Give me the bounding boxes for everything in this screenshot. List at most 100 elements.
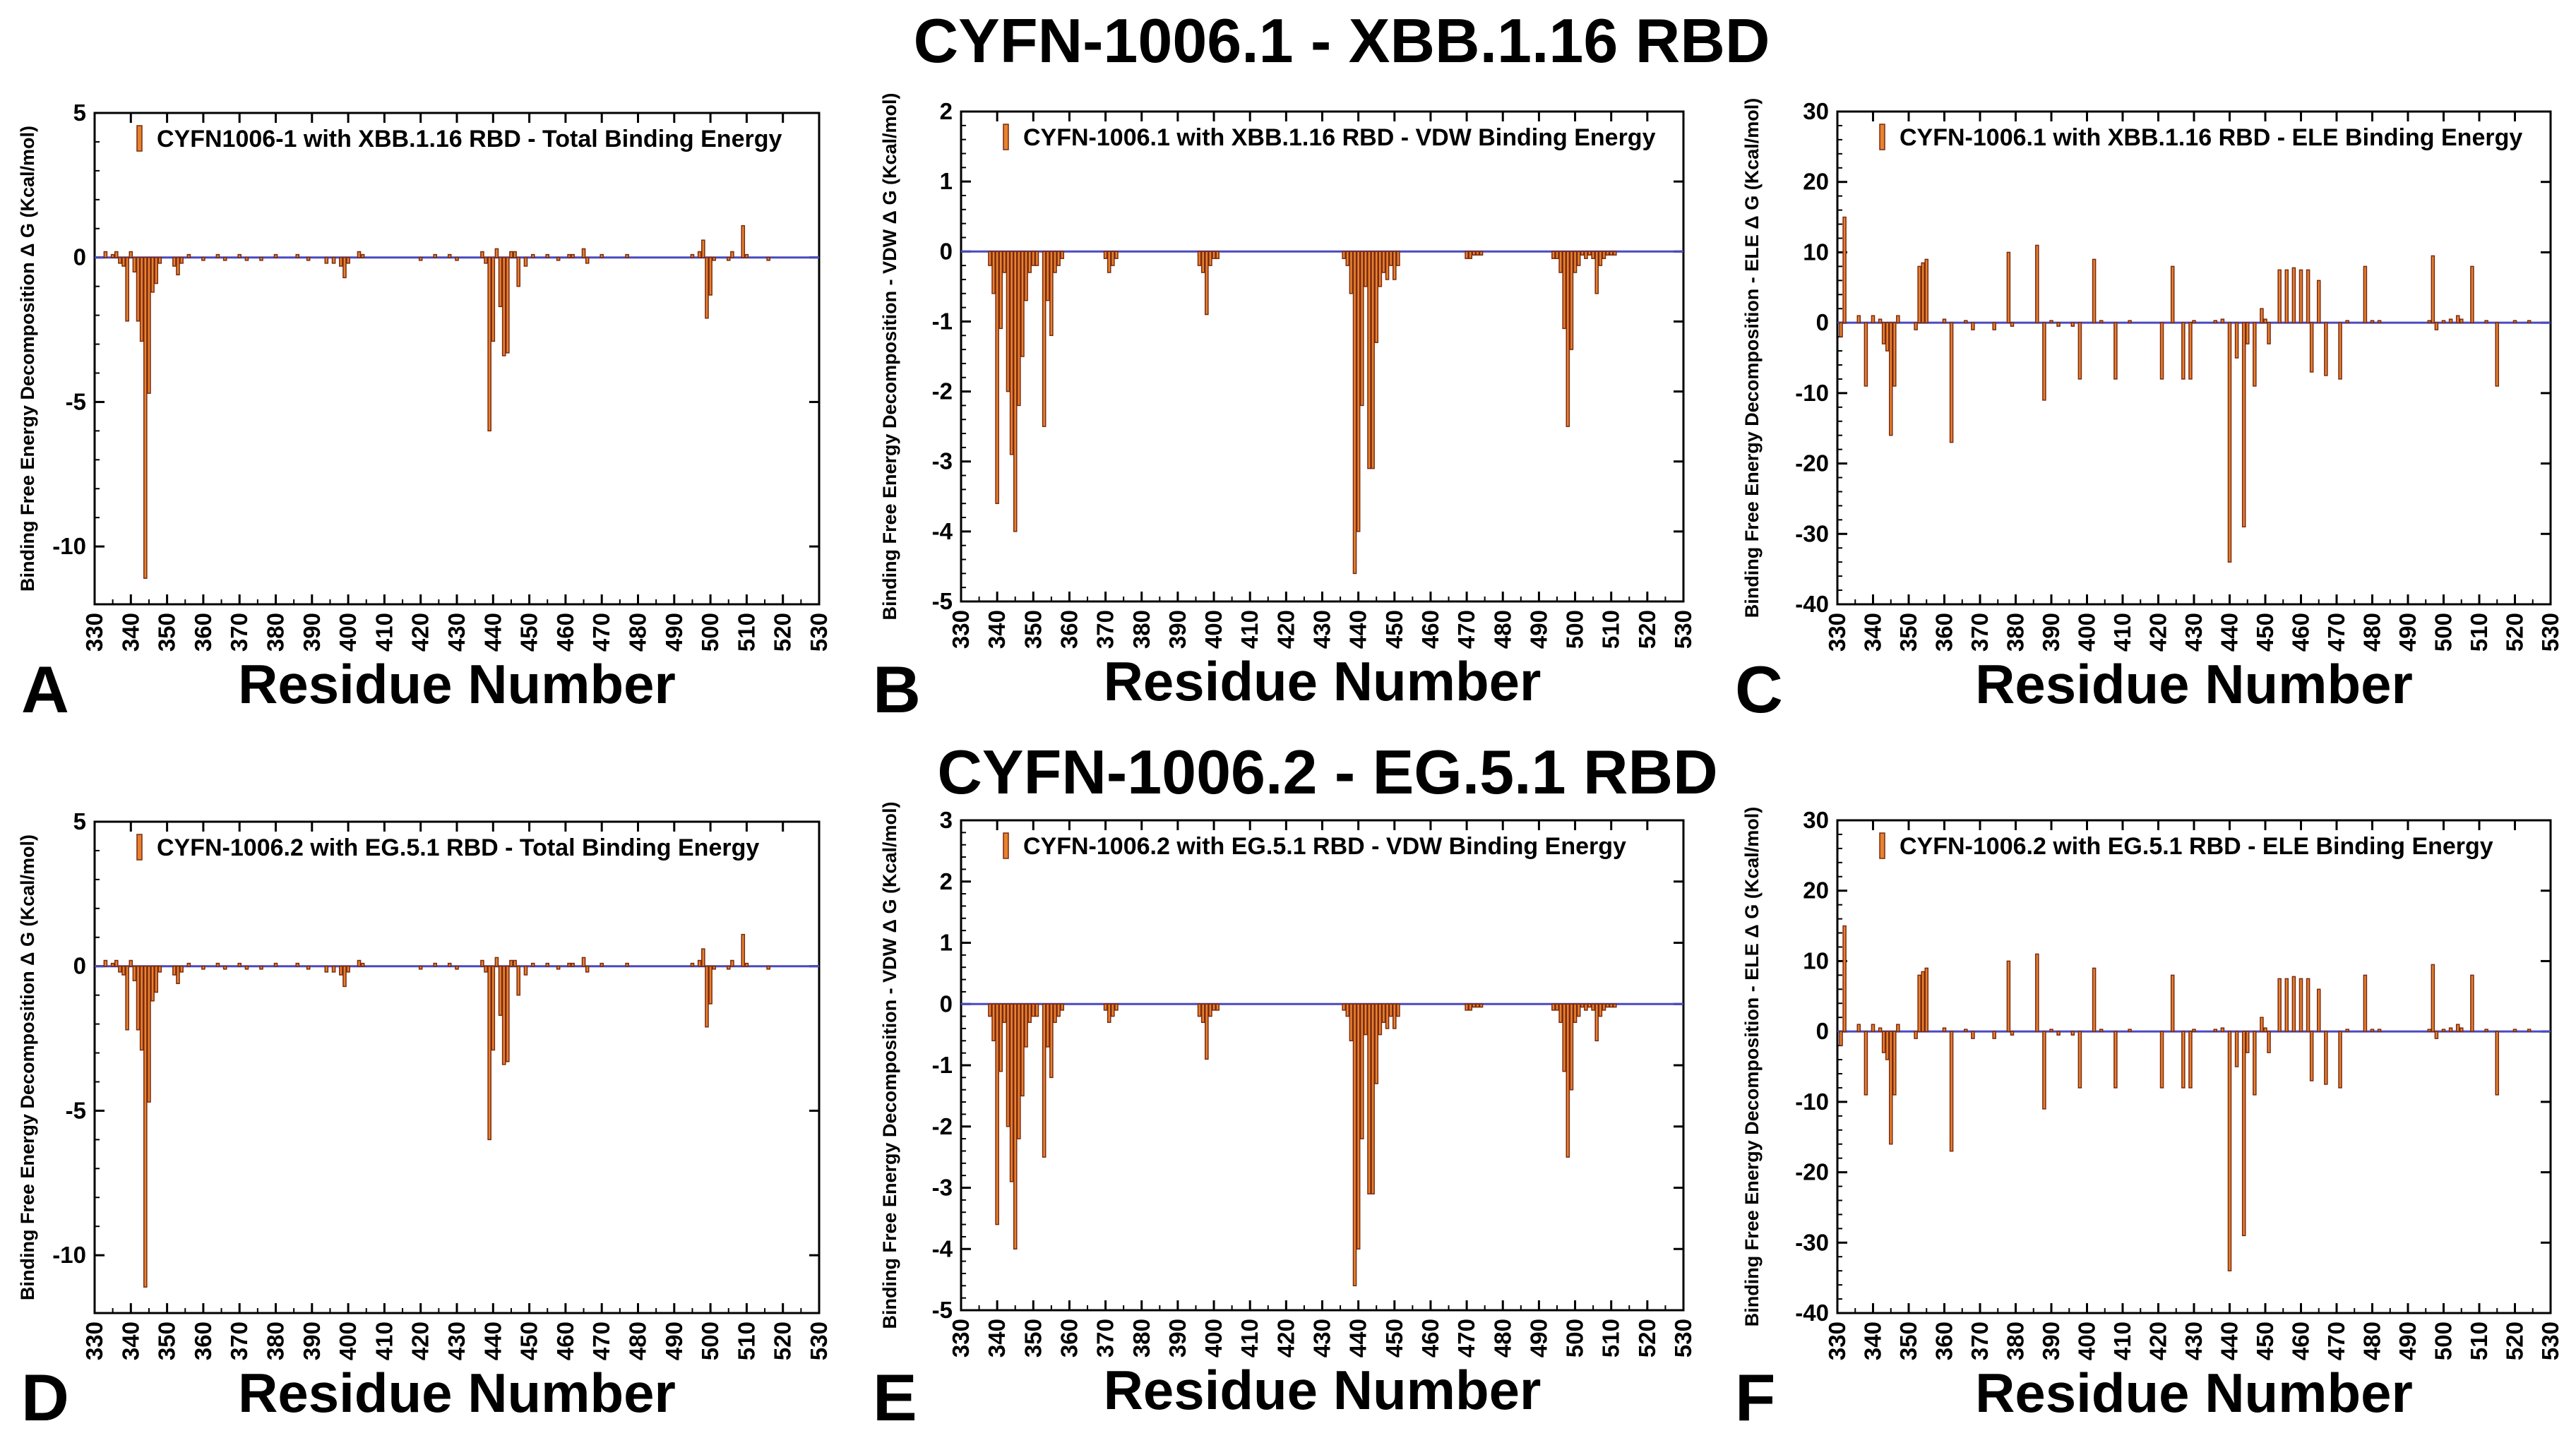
x-axis-label: Residue Number (1975, 1362, 2413, 1424)
bar-b-res-471 (1468, 251, 1473, 259)
bar-b-res-353 (1042, 251, 1046, 427)
bar-c-res-378 (2006, 251, 2011, 323)
bar-d-res-441 (494, 957, 499, 967)
bar-b-res-499 (1569, 251, 1574, 350)
x-tick-label: 330 (81, 613, 107, 652)
x-tick-label: 480 (1489, 610, 1515, 649)
bar-c-res-336 (1856, 315, 1861, 323)
y-tick-label: 30 (1803, 807, 1829, 833)
bar-e-res-496 (1558, 1003, 1563, 1024)
y-tick-label: -5 (66, 1097, 86, 1123)
bar-d-res-428 (447, 962, 452, 967)
bar-a-res-376 (259, 256, 263, 261)
x-tick-label: 410 (2109, 1322, 2135, 1360)
bar-f-res-524 (2527, 1029, 2532, 1032)
bar-d-res-505 (726, 965, 731, 970)
bar-d-res-396 (331, 965, 336, 973)
bar-f-res-340 (1871, 1024, 1876, 1032)
x-tick-label: 390 (299, 1322, 325, 1360)
bar-f-res-458 (2291, 976, 2296, 1032)
bar-f-res-430 (2192, 1029, 2196, 1032)
bar-f-res-332 (1842, 925, 1847, 1032)
bar-e-res-507 (1598, 1003, 1603, 1017)
bar-c-res-505 (2459, 318, 2464, 323)
x-tick-label: 390 (2038, 1322, 2064, 1360)
x-tick-label: 350 (1895, 1322, 1921, 1360)
y-tick-label: 5 (73, 100, 86, 126)
bar-f-res-346 (1892, 1031, 1897, 1096)
bar-c-res-355 (1924, 258, 1929, 323)
x-tick-label: 330 (948, 1319, 974, 1358)
bar-d-res-337 (118, 965, 122, 973)
bar-b-res-349 (1027, 251, 1032, 273)
bar-d-res-424 (433, 962, 438, 967)
bar-f-res-502 (2448, 1027, 2453, 1032)
bar-c-res-473 (2345, 320, 2349, 323)
bar-f-res-386 (2035, 953, 2039, 1032)
bar-c-res-343 (1881, 322, 1886, 344)
bar-a-res-333 (103, 251, 108, 258)
bar-d-res-345 (147, 965, 151, 1103)
bar-e-res-399 (1208, 1003, 1212, 1017)
x-tick-label: 440 (479, 1322, 506, 1360)
bar-c-res-362 (1949, 322, 1954, 443)
bar-c-res-353 (1917, 265, 1921, 323)
x-tick-label: 530 (1670, 1319, 1696, 1358)
bar-e-res-473 (1475, 1003, 1480, 1008)
bar-a-res-477 (625, 253, 629, 258)
y-tick-label: 5 (73, 808, 86, 834)
y-tick-label: -5 (66, 388, 86, 414)
x-tick-label: 400 (335, 613, 361, 652)
bar-e-res-340 (995, 1003, 999, 1226)
bar-e-res-499 (1569, 1003, 1574, 1091)
legend-label: CYFN-1006.2 with EG.5.1 RBD - ELE Bindin… (1900, 833, 2493, 860)
bar-a-res-447 (516, 256, 521, 287)
y-tick-label: -1 (932, 1052, 953, 1078)
bar-d-res-439 (487, 965, 491, 1141)
x-tick-label: 470 (588, 1322, 614, 1360)
bar-c-res-338 (1864, 322, 1868, 387)
bar-f-res-440 (2227, 1031, 2232, 1271)
bar-b-res-470 (1465, 251, 1469, 259)
bar-b-res-498 (1566, 251, 1570, 427)
legend-label: CYFN-1006.2 with EG.5.1 RBD - Total Bind… (157, 834, 759, 861)
bar-b-res-347 (1020, 251, 1025, 357)
bar-a-res-345 (147, 256, 151, 394)
bar-e-res-338 (988, 1003, 992, 1017)
bar-b-res-340 (995, 251, 999, 504)
bar-e-res-346 (1017, 1003, 1021, 1139)
bar-e-res-451 (1396, 1003, 1400, 1017)
x-tick-label: 410 (2109, 613, 2135, 652)
x-tick-label: 530 (2537, 613, 2563, 652)
bar-a-res-445 (509, 251, 513, 258)
bar-c-res-436 (2213, 320, 2218, 323)
bar-c-res-515 (2495, 322, 2500, 387)
bar-e-res-348 (1024, 1003, 1028, 1048)
bar-c-res-456 (2284, 269, 2289, 323)
bar-f-res-505 (2459, 1027, 2464, 1032)
bar-c-res-379 (2010, 322, 2015, 327)
x-tick-label: 520 (2502, 613, 2528, 652)
x-tick-label: 440 (479, 613, 506, 652)
bar-c-res-408 (2113, 322, 2118, 380)
bar-c-res-354 (1921, 262, 1925, 323)
legend-swatch (1879, 124, 1885, 150)
bar-a-res-404 (360, 253, 365, 258)
bar-c-res-438 (2220, 318, 2225, 323)
bar-e-res-400 (1212, 1003, 1216, 1011)
bar-c-res-445 (2245, 322, 2250, 344)
x-tick-label: 470 (588, 613, 614, 652)
bar-b-res-373 (1114, 251, 1119, 259)
bar-f-res-427 (2181, 1031, 2186, 1089)
y-tick-label: -10 (52, 1242, 86, 1268)
bar-b-res-440 (1356, 251, 1361, 532)
bar-b-res-449 (1388, 251, 1393, 266)
bar-e-res-341 (998, 1003, 1003, 1072)
chart-panel-e: -5 -4 -3 -2 -1 0 1 2 3 330 340 350 360 370 380 390 400 41… (859, 719, 1717, 1438)
bar-a-res-442 (498, 256, 503, 308)
bar-b-res-496 (1558, 251, 1563, 273)
x-tick-label: 480 (2359, 613, 2385, 652)
x-tick-label: 330 (948, 610, 974, 649)
y-tick-label: -10 (1795, 1089, 1829, 1115)
x-tick-label: 400 (335, 1322, 361, 1360)
